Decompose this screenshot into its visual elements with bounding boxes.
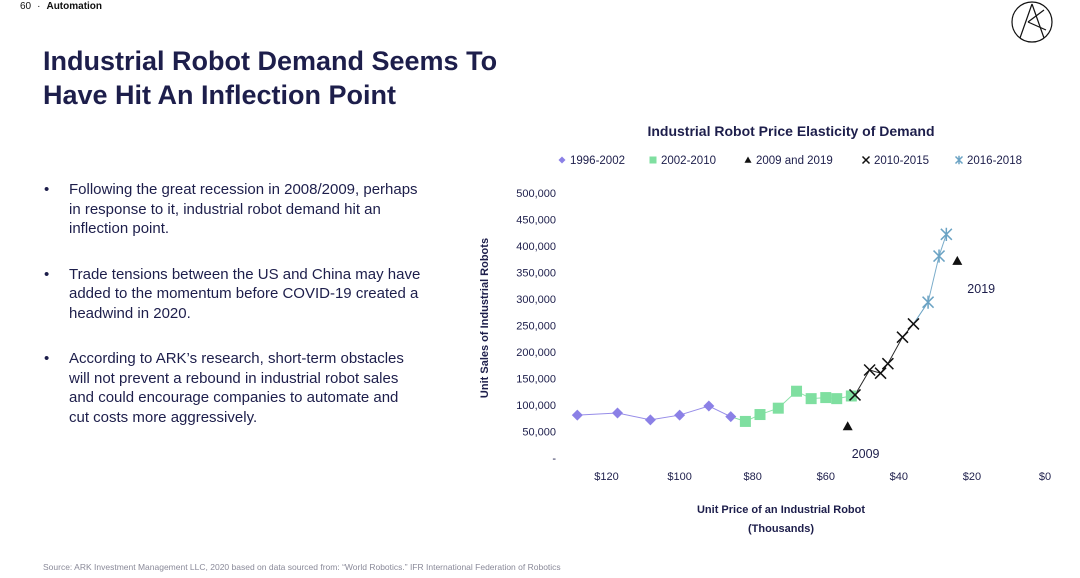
data-point [703, 400, 715, 412]
y-tick-label: 200,000 [516, 347, 556, 359]
point-annotation: 2009 [852, 447, 880, 461]
data-point [952, 255, 963, 265]
data-point [831, 393, 843, 405]
legend-label: 2002-2010 [661, 155, 716, 167]
point-annotation: 2019 [967, 282, 995, 296]
x-tick-label: $40 [890, 471, 908, 483]
legend-marker [861, 155, 871, 165]
x-tick-label: $80 [744, 471, 762, 483]
data-point [842, 421, 853, 431]
legend-marker [744, 156, 752, 163]
y-axis-label: Unit Sales of Industrial Robots [479, 238, 491, 398]
data-point [725, 411, 737, 423]
data-point [571, 409, 583, 421]
source-note: Source: ARK Investment Management LLC, 2… [43, 562, 561, 572]
legend-label: 2016-2018 [967, 155, 1022, 167]
y-tick-label: - [552, 453, 556, 465]
data-point [820, 392, 832, 404]
ark-logo-icon [1011, 1, 1053, 43]
bullet-list: Following the great recession in 2008/20… [42, 180, 422, 453]
y-tick-label: 350,000 [516, 268, 556, 280]
legend-label: 2010-2015 [874, 155, 929, 167]
data-point [874, 367, 887, 380]
legend-label: 1996-2002 [570, 155, 625, 167]
page-title: Industrial Robot Demand Seems To Have Hi… [43, 46, 498, 110]
page-header: 60 · Automation [20, 1, 102, 12]
y-tick-label: 400,000 [516, 241, 556, 253]
data-point [791, 385, 803, 397]
data-point [863, 363, 876, 377]
legend-label: 2009 and 2019 [756, 155, 833, 167]
chart-title: Industrial Robot Price Elasticity of Dem… [647, 123, 934, 139]
bullet-item: Following the great recession in 2008/20… [42, 180, 422, 239]
x-axis-sublabel: (Thousands) [748, 523, 814, 535]
x-tick-label: $120 [594, 471, 618, 483]
data-point [922, 295, 935, 309]
data-point [772, 402, 784, 414]
bullet-item: Trade tensions between the US and China … [42, 265, 422, 324]
legend-marker [649, 156, 657, 164]
x-axis-label: Unit Price of an Industrial Robot [697, 504, 865, 516]
x-tick-label: $100 [667, 471, 691, 483]
data-point [644, 414, 656, 426]
series-line [927, 234, 947, 303]
legend-marker [558, 156, 566, 164]
data-point [674, 409, 686, 421]
page-number: 60 [20, 1, 32, 12]
data-point [881, 357, 894, 370]
y-tick-label: 50,000 [522, 427, 556, 439]
y-tick-label: 300,000 [516, 294, 556, 306]
x-tick-label: $60 [817, 471, 835, 483]
data-point [933, 249, 946, 263]
data-point [612, 407, 623, 419]
header-separator: · [37, 1, 41, 12]
y-tick-label: 150,000 [516, 374, 556, 386]
data-point [907, 317, 920, 330]
data-point [845, 390, 857, 402]
y-tick-label: 450,000 [516, 215, 556, 227]
data-point [805, 393, 817, 405]
y-tick-label: 250,000 [516, 321, 556, 333]
y-tick-label: 100,000 [516, 400, 556, 412]
data-point [896, 331, 909, 344]
bullet-item: According to ARK’s research, short-term … [42, 349, 422, 427]
series-connector [913, 301, 929, 325]
data-point [940, 227, 953, 241]
section-name: Automation [46, 1, 103, 12]
legend-marker [954, 155, 964, 165]
data-point [848, 388, 862, 401]
x-tick-label: $20 [963, 471, 981, 483]
y-tick-label: 500,000 [516, 188, 556, 200]
data-point [739, 415, 751, 427]
x-tick-label: $0 [1039, 471, 1051, 483]
data-point [754, 409, 766, 421]
